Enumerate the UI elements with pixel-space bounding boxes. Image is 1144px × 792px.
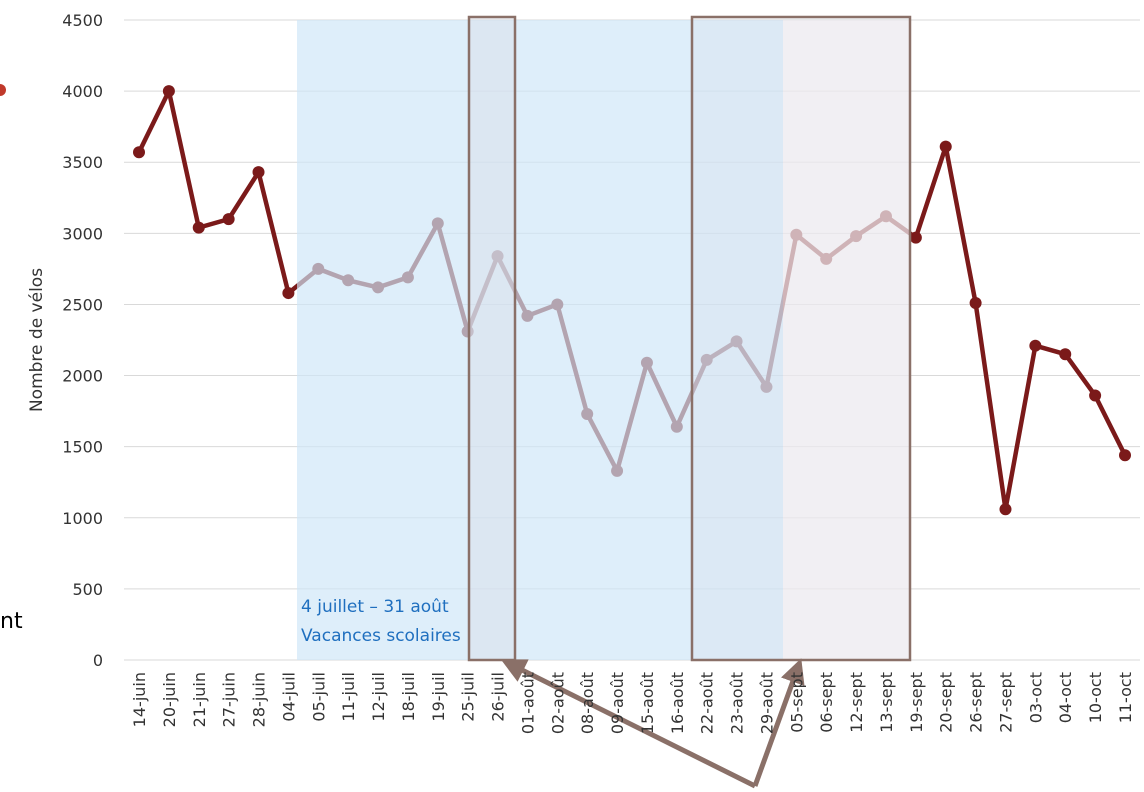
x-tick-label: 16-août bbox=[668, 672, 687, 734]
x-tick-label: 29-août bbox=[757, 672, 776, 734]
x-tick-label: 21-juin bbox=[190, 672, 209, 727]
legend-fragment bbox=[0, 84, 6, 96]
point bbox=[969, 297, 982, 310]
x-tick-label: 04-oct bbox=[1056, 672, 1075, 723]
x-tick-label: 11-juil bbox=[339, 672, 358, 722]
highlight-box bbox=[690, 15, 912, 662]
point bbox=[1029, 339, 1042, 352]
x-tick-label: 14-juin bbox=[130, 672, 149, 727]
point bbox=[909, 231, 922, 244]
x-tick-label: 10-oct bbox=[1086, 672, 1105, 723]
y-tick-label: 4500 bbox=[62, 11, 103, 30]
y-tick-label: 4000 bbox=[62, 82, 103, 101]
x-tick-label: 27-sept bbox=[996, 672, 1015, 733]
x-tick-label: 04-juil bbox=[279, 672, 298, 722]
y-tick-label: 1500 bbox=[62, 438, 103, 457]
y-tick-label: 2500 bbox=[62, 295, 103, 314]
x-tick-label: 15-août bbox=[638, 672, 657, 734]
x-tick-label: 19-juil bbox=[429, 672, 448, 722]
y-tick-label: 500 bbox=[72, 580, 103, 599]
point bbox=[162, 85, 175, 98]
overlays: 4 juillet – 31 août Vacances scolaires bbox=[297, 15, 912, 789]
x-tick-label: 27-juin bbox=[220, 672, 239, 727]
x-tick-label: 05-sept bbox=[787, 672, 806, 733]
x-tick-label: 12-sept bbox=[847, 672, 866, 733]
point bbox=[222, 213, 235, 226]
x-tick-label: 01-août bbox=[518, 672, 537, 734]
cut-text: nt bbox=[0, 609, 23, 634]
x-tick-label: 12-juil bbox=[369, 672, 388, 722]
x-tick-label: 28-juin bbox=[250, 672, 269, 727]
x-tick-label: 06-sept bbox=[817, 672, 836, 733]
y-tick-label: 2000 bbox=[62, 367, 103, 386]
x-tick-label: 02-août bbox=[548, 672, 567, 734]
x-tick-label: 03-oct bbox=[1026, 672, 1045, 723]
y-tick-label: 3500 bbox=[62, 153, 103, 172]
point bbox=[999, 503, 1012, 516]
point bbox=[939, 140, 952, 153]
x-tick-label: 26-juil bbox=[489, 672, 508, 722]
x-tick-label: 19-sept bbox=[907, 672, 926, 733]
x-tick-label: 22-août bbox=[698, 672, 717, 734]
x-tick-label: 25-juil bbox=[459, 672, 478, 722]
point bbox=[1089, 389, 1102, 402]
y-tick-label: 1000 bbox=[62, 509, 103, 528]
highlight-box bbox=[467, 15, 517, 662]
point bbox=[133, 146, 145, 159]
x-tick-label: 08-août bbox=[578, 672, 597, 734]
point bbox=[1059, 348, 1072, 361]
pale-band bbox=[783, 20, 910, 660]
arrow bbox=[500, 659, 757, 789]
y-tick-label: 3000 bbox=[62, 224, 103, 243]
x-tick-label: 09-août bbox=[608, 672, 627, 734]
x-tick-label: 23-août bbox=[728, 672, 747, 734]
x-tick-label: 18-juil bbox=[399, 672, 418, 722]
point bbox=[192, 221, 205, 234]
x-tick-label: 20-sept bbox=[937, 672, 956, 733]
point bbox=[1119, 449, 1131, 462]
x-tick-label: 26-sept bbox=[967, 672, 986, 733]
x-tick-label: 11-oct bbox=[1116, 672, 1135, 723]
annotation: Vacances scolaires bbox=[301, 626, 461, 646]
arrow bbox=[752, 658, 805, 787]
x-tick-label: 13-sept bbox=[877, 672, 896, 733]
x-tick-label: 05-juil bbox=[309, 672, 328, 722]
holiday-band bbox=[297, 20, 783, 660]
y-axis-label: Nombre de vélos bbox=[27, 268, 47, 412]
point bbox=[282, 287, 295, 300]
point bbox=[252, 166, 265, 179]
annotation: 4 juillet – 31 août bbox=[301, 597, 449, 617]
y-tick-label: 0 bbox=[93, 651, 103, 670]
x-tick-label: 20-juin bbox=[160, 672, 179, 727]
